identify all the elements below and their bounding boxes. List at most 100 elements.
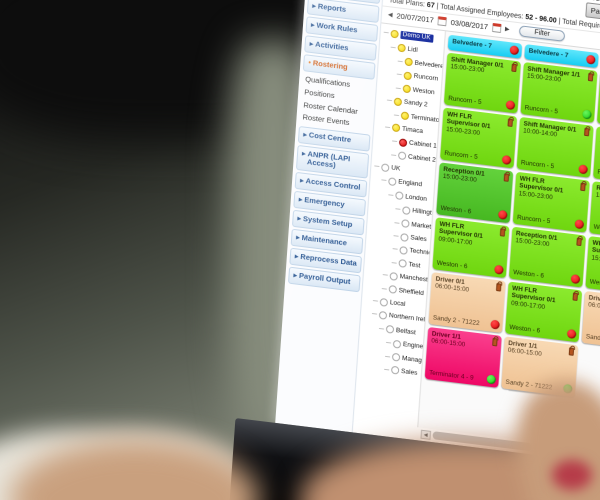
lock-icon — [492, 337, 498, 347]
tree-connector — [381, 287, 387, 290]
tree-node-icon — [404, 57, 413, 67]
shift-card[interactable]: Shift Manager 0/1 10:00-18:00 Runcorn - … — [593, 126, 600, 188]
chevron-right-icon — [299, 196, 303, 205]
calendar-icon[interactable] — [437, 16, 448, 27]
chevron-right-icon — [293, 272, 297, 281]
total-plans-value: 67 — [426, 1, 435, 10]
shift-card[interactable]: Reception 0/1 15:00-23:00 Weston - 6 — [508, 226, 587, 288]
status-dot — [578, 164, 588, 175]
chevron-right-icon — [303, 130, 307, 139]
tree-node-icon — [391, 352, 401, 362]
tree-connector — [395, 87, 401, 89]
tree-node-icon — [391, 123, 401, 133]
tree-node-icon — [395, 191, 404, 201]
chevron-right-icon — [302, 149, 306, 158]
tree-node-icon — [385, 325, 395, 335]
lock-icon — [507, 118, 513, 128]
shift-card-site: Sandy 2 - 71222 — [505, 378, 553, 392]
calendar-icon[interactable] — [491, 22, 502, 33]
tree-node-label: Cabinet 2 — [407, 153, 437, 164]
lock-icon — [576, 237, 582, 247]
tree-connector — [397, 60, 403, 63]
tree-connector — [379, 327, 385, 330]
shift-card-site: Runcorn - 5 — [524, 104, 559, 116]
shift-card-site: Runcorn - 5 — [444, 149, 478, 161]
lock-icon — [495, 283, 502, 292]
tree-node-icon — [389, 271, 398, 281]
tree-node-icon — [402, 84, 412, 94]
chevron-right-icon — [297, 215, 301, 224]
shift-card[interactable]: Driver 0/1 06:00-15:00 Sandy 2 - 71222 — [428, 272, 506, 333]
sidebar-item-label: Reports — [317, 1, 347, 15]
sidebar-item-label: Emergency — [304, 195, 345, 210]
shift-card[interactable]: Driver 0/1 06:00-15:00 Sandy 2 - 71222 — [581, 290, 600, 352]
tree-connector — [385, 355, 391, 358]
shift-card[interactable]: Shift Manager 1/1 15:00-23:00 Runcorn - … — [520, 62, 598, 123]
status-dot — [582, 109, 592, 120]
tree-connector — [386, 342, 392, 344]
tree-node-icon — [390, 29, 399, 39]
next-period-arrow[interactable]: ▶ — [504, 26, 510, 34]
filter-button[interactable]: Filter — [519, 25, 566, 42]
tree-node-label: Weston — [412, 86, 435, 97]
tree-connector — [384, 368, 390, 371]
tree-node-icon — [381, 162, 390, 172]
shift-card[interactable]: Reception 0/1 15:00-23:00 Weston - 6 — [436, 162, 514, 224]
start-date[interactable]: 20/07/2017 — [396, 11, 435, 25]
tree-connector — [392, 140, 398, 143]
end-date[interactable]: 03/08/2017 — [450, 17, 489, 32]
status-dot — [497, 209, 508, 220]
tree-node-label: Sandy 2 — [403, 98, 428, 109]
shift-card-site: Runcorn - 5 — [520, 159, 555, 171]
chevron-right-icon — [312, 2, 316, 11]
tree-connector — [381, 179, 387, 182]
tree-connector — [385, 126, 391, 128]
shift-card-site: Weston - 6 — [593, 223, 600, 234]
previous-period-arrow[interactable]: ◀ — [387, 12, 393, 19]
tree-connector — [395, 208, 401, 211]
tree-node-icon — [397, 151, 407, 161]
tree-node-icon — [400, 232, 409, 242]
shift-card[interactable]: Reception 0/1 15:00-23:00 Weston - 6 — [589, 181, 600, 243]
tree-node-label: Demo UK — [400, 30, 434, 43]
sidebar-item-label: Roster Events — [302, 112, 350, 128]
shift-card-site: Terminator 4 - 9 — [428, 369, 474, 382]
shift-card[interactable]: WH FLR Supervisor 0/1 15:00-23:00 Runcor… — [512, 171, 590, 233]
tree-node-label: Timaca — [401, 125, 424, 136]
scroll-left-arrow[interactable]: ◀ — [420, 429, 432, 440]
app-window: Scheduler Tracking Reports Work — [275, 0, 600, 472]
shift-card[interactable]: Driver 1/1 06:00-15:00 Terminator 4 - 9 — [424, 326, 502, 388]
shift-card[interactable]: Driver 1/1 06:00-15:00 Sandy 2 - 71222 — [501, 336, 579, 398]
cut-icon[interactable]: ✂ — [490, 0, 501, 2]
shift-card-site: Weston - 6 — [589, 278, 600, 289]
shift-card[interactable]: WH FLR Supervisor 0/1 09:00-17:00 Weston… — [505, 281, 583, 343]
shift-card[interactable]: WH FLR Supervisor 0/1 15:00-23:00 Runcor… — [439, 107, 518, 169]
tree-connector — [386, 99, 393, 102]
status-dot — [490, 319, 500, 330]
tree-connector — [383, 31, 389, 34]
shift-card-title: Belvedere - 7 — [528, 47, 569, 60]
tree-node-label: Sales — [400, 367, 418, 377]
shift-card[interactable]: Shift Manager 0/1 10:00-14:00 Runcorn - … — [516, 116, 594, 178]
lock-icon — [580, 182, 586, 192]
tree-connector — [393, 235, 399, 237]
tree-node-icon — [401, 219, 410, 229]
shift-card-site: Runcorn - 5 — [516, 214, 551, 226]
tree-node-label: Belfast — [395, 326, 416, 337]
tree-node-icon — [379, 297, 389, 307]
status-dot — [570, 274, 581, 285]
lock-icon — [499, 228, 506, 237]
left-hand — [10, 440, 260, 500]
tree-connector — [390, 46, 396, 48]
shift-card[interactable]: WH FLR Supervisor 0/1 15:00-23:00 Weston… — [585, 236, 600, 297]
shift-card-time: 15:00-23:00 — [591, 254, 600, 266]
tree-node-icon — [388, 177, 397, 187]
desk-surface — [0, 430, 250, 500]
tree-node-icon — [397, 43, 406, 53]
chevron-right-icon — [295, 253, 299, 262]
shift-card[interactable]: WH FLR Supervisor 0/1 09:00-17:00 Weston… — [432, 217, 510, 279]
chevron-right-icon — [309, 40, 313, 49]
sidebar-item-label: System Setup — [302, 214, 353, 230]
shift-card[interactable]: Shift Manager 0/1 15:00-23:00 Runcorn - … — [443, 52, 522, 114]
